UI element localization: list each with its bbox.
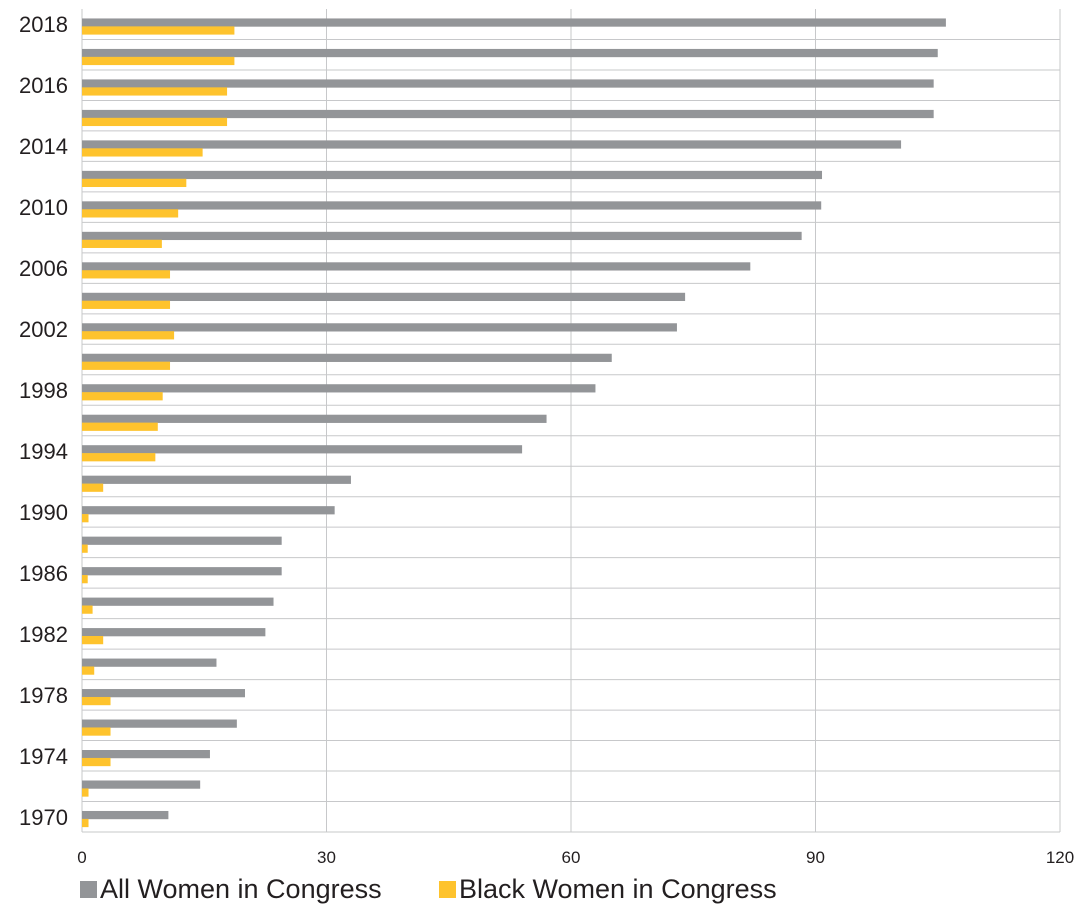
- legend-item-all-women: All Women in Congress: [80, 874, 382, 905]
- bar-all-women: [82, 719, 237, 728]
- bar-all-women: [82, 810, 169, 820]
- x-axis-labels: 0 30 60 90 120: [77, 848, 1074, 867]
- y-tick-label: 2014: [19, 134, 68, 159]
- bar-black-women: [82, 26, 235, 35]
- y-tick-label: 1978: [19, 683, 68, 708]
- bar-all-women: [82, 780, 201, 789]
- bar-all-women: [82, 445, 523, 454]
- bar-black-women: [82, 239, 162, 248]
- bar-black-women: [82, 605, 93, 614]
- y-tick-label: 2010: [19, 195, 68, 220]
- bar-black-women: [82, 209, 179, 218]
- bar-black-women: [82, 87, 228, 96]
- legend-swatch-black-women: [439, 881, 456, 898]
- bars: [82, 18, 946, 828]
- x-tick-label: 0: [77, 848, 86, 867]
- bar-black-women: [82, 544, 88, 553]
- bar-black-women: [82, 422, 158, 431]
- bar-black-women: [82, 392, 163, 401]
- bar-black-women: [82, 696, 111, 706]
- bar-all-women: [82, 48, 938, 58]
- bar-all-women: [82, 79, 934, 88]
- bar-all-women: [82, 262, 751, 271]
- y-tick-label: 2016: [19, 73, 68, 98]
- legend-label-black-women: Black Women in Congress: [459, 874, 777, 904]
- bar-black-women: [82, 727, 111, 736]
- bar-black-women: [82, 757, 111, 767]
- bar-black-women: [82, 575, 88, 584]
- bar-black-women: [82, 178, 187, 188]
- bar-all-women: [82, 231, 802, 241]
- y-tick-label: 1990: [19, 500, 68, 525]
- bar-all-women: [82, 536, 282, 545]
- y-tick-label: 1994: [19, 439, 68, 464]
- bar-black-women: [82, 514, 89, 523]
- bar-black-women: [82, 361, 171, 370]
- bar-all-women: [82, 475, 351, 484]
- y-tick-label: 2006: [19, 256, 68, 281]
- bar-black-women: [82, 636, 104, 645]
- y-axis-labels: 2018 2016 2014 2010 2006 2002 1998 1994 1990 1986…: [19, 12, 68, 830]
- bar-black-women: [82, 148, 203, 157]
- bar-all-women: [82, 18, 946, 27]
- y-tick-label: 1970: [19, 805, 68, 830]
- bar-all-women: [82, 170, 823, 180]
- legend: All Women in Congress Black Women in Con…: [0, 870, 1083, 909]
- bar-all-women: [82, 628, 266, 637]
- y-tick-label: 1974: [19, 744, 68, 769]
- bar-black-women: [82, 453, 156, 462]
- bar-all-women: [82, 567, 282, 576]
- bar-all-women: [82, 323, 677, 332]
- x-tick-label: 30: [317, 848, 336, 867]
- bar-all-women: [82, 109, 934, 119]
- x-tick-label: 120: [1046, 848, 1074, 867]
- x-tick-label: 60: [562, 848, 581, 867]
- bar-all-women: [82, 597, 274, 606]
- x-tick-label: 90: [806, 848, 825, 867]
- bar-all-women: [82, 201, 822, 210]
- bar-black-women: [82, 300, 171, 309]
- bar-black-women: [82, 56, 235, 66]
- bar-all-women: [82, 658, 217, 667]
- bar-all-women: [82, 414, 547, 423]
- grid-lines: [81, 9, 1061, 833]
- bar-black-women: [82, 331, 175, 340]
- bar-all-women: [82, 750, 210, 759]
- y-tick-label: 2002: [19, 317, 68, 342]
- bar-all-women: [82, 384, 596, 393]
- bar-all-women: [82, 689, 245, 698]
- bar-chart: 2018 2016 2014 2010 2006 2002 1998 1994 1990 1986…: [19, 9, 1074, 867]
- bar-black-women: [82, 483, 104, 492]
- bar-black-women: [82, 117, 228, 127]
- bar-all-women: [82, 353, 612, 362]
- bar-black-women: [82, 666, 95, 675]
- bar-black-women: [82, 818, 89, 828]
- legend-swatch-all-women: [80, 881, 97, 898]
- bar-all-women: [82, 140, 902, 149]
- legend-label-all-women: All Women in Congress: [100, 874, 382, 904]
- legend-item-black-women: Black Women in Congress: [439, 874, 777, 905]
- y-tick-label: 1998: [19, 378, 68, 403]
- bar-black-women: [82, 270, 171, 279]
- y-tick-label: 1982: [19, 622, 68, 647]
- bar-black-women: [82, 788, 89, 797]
- y-tick-label: 1986: [19, 561, 68, 586]
- bar-all-women: [82, 292, 686, 302]
- y-tick-label: 2018: [19, 12, 68, 37]
- bar-all-women: [82, 506, 335, 515]
